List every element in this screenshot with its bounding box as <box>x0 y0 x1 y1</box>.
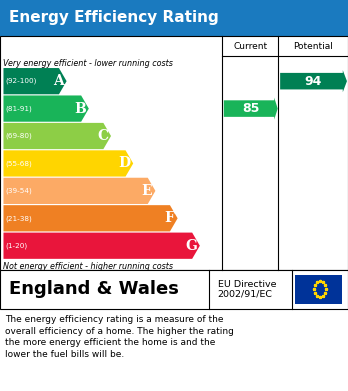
Bar <box>0 0 348 36</box>
Text: 2002/91/EC: 2002/91/EC <box>218 289 272 299</box>
Bar <box>295 274 342 304</box>
Text: F: F <box>164 211 174 225</box>
Text: (55-68): (55-68) <box>5 160 32 167</box>
Text: Current: Current <box>233 41 267 51</box>
Text: Not energy efficient - higher running costs: Not energy efficient - higher running co… <box>3 262 174 271</box>
Text: D: D <box>119 156 131 170</box>
Text: England & Wales: England & Wales <box>9 280 179 298</box>
Polygon shape <box>3 123 111 149</box>
Polygon shape <box>3 205 177 231</box>
Text: G: G <box>185 239 197 253</box>
Text: 94: 94 <box>305 75 322 88</box>
Polygon shape <box>224 98 278 120</box>
Polygon shape <box>3 233 200 259</box>
Text: (1-20): (1-20) <box>5 242 27 249</box>
Bar <box>0 270 348 309</box>
Text: 85: 85 <box>242 102 259 115</box>
Text: (81-91): (81-91) <box>5 105 32 112</box>
Polygon shape <box>3 95 89 122</box>
Text: B: B <box>74 102 86 116</box>
Text: A: A <box>53 74 64 88</box>
Text: (21-38): (21-38) <box>5 215 32 222</box>
Text: Very energy efficient - lower running costs: Very energy efficient - lower running co… <box>3 59 173 68</box>
Text: Energy Efficiency Rating: Energy Efficiency Rating <box>9 11 219 25</box>
Text: (39-54): (39-54) <box>5 188 32 194</box>
Text: E: E <box>142 184 152 198</box>
Text: (92-100): (92-100) <box>5 78 37 84</box>
Text: (69-80): (69-80) <box>5 133 32 139</box>
Polygon shape <box>280 70 347 92</box>
Text: C: C <box>97 129 108 143</box>
Text: The energy efficiency rating is a measure of the
overall efficiency of a home. T: The energy efficiency rating is a measur… <box>5 315 234 359</box>
Polygon shape <box>3 150 133 177</box>
Text: Potential: Potential <box>293 41 333 51</box>
Bar <box>0 36 348 270</box>
Polygon shape <box>3 68 66 94</box>
Text: EU Directive: EU Directive <box>218 280 276 289</box>
Polygon shape <box>3 178 156 204</box>
